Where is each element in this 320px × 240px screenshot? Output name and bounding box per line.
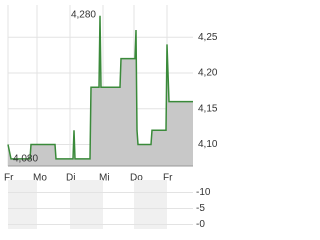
y-tick-label: 4,15 bbox=[198, 103, 218, 114]
x-tick-label: Fr bbox=[163, 173, 173, 184]
y-tick-label: -0 bbox=[196, 219, 205, 230]
x-tick-label: Mi bbox=[99, 173, 110, 184]
price-line bbox=[7, 15, 193, 160]
y-tick-label: -10 bbox=[196, 187, 211, 198]
x-tick-label: Fr bbox=[4, 173, 14, 184]
y-tick-label: 4,20 bbox=[198, 68, 218, 79]
annotation: 4,280 bbox=[71, 9, 96, 20]
x-tick-label: Mo bbox=[33, 173, 47, 184]
chart: 4,10 4,15 4,20 4,25 Fr Mo Di Mi Do Fr 4,280 4,080 -1… bbox=[4, 5, 218, 230]
volume-band bbox=[70, 180, 103, 229]
volume-band bbox=[134, 180, 167, 229]
x-tick-label: Do bbox=[130, 173, 143, 184]
price-area bbox=[8, 15, 193, 166]
y-tick-label: 4,10 bbox=[198, 139, 218, 150]
volume-band bbox=[8, 180, 37, 229]
x-tick-label: Di bbox=[66, 173, 75, 184]
y-tick-label: 4,25 bbox=[198, 32, 218, 43]
y-tick-label: -5 bbox=[196, 203, 205, 214]
annotation: 4,080 bbox=[13, 153, 38, 164]
page: {"chart_data": [ {"type": "line", "x": [… bbox=[4, 5, 218, 231]
